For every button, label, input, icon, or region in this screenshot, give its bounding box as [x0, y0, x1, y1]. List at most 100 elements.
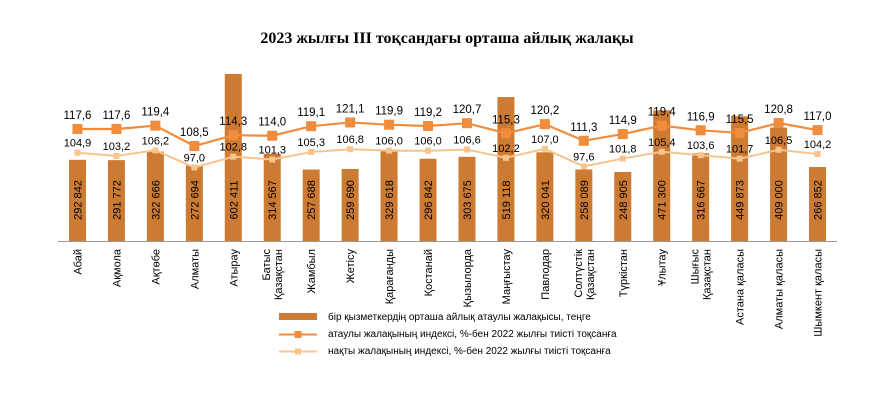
nominal-index-marker [695, 125, 706, 136]
nominal-index-label: 117,6 [64, 110, 92, 122]
category-label: СолтүстікҚазақстан [573, 249, 597, 300]
real-index-label: 102,2 [492, 143, 520, 155]
bar [731, 116, 749, 241]
nominal-index-marker [812, 125, 823, 136]
bar-value-label: 329 618 [384, 180, 396, 220]
real-index-marker [580, 163, 587, 170]
real-index-line [77, 147, 818, 169]
bar-value-label: 409 000 [774, 180, 786, 220]
nominal-index-marker [423, 121, 434, 132]
bar [341, 169, 359, 241]
bar-value-label: 291 772 [111, 180, 123, 220]
nominal-index-label: 114,9 [609, 115, 637, 127]
category-label: Астана қаласы [735, 249, 747, 325]
legend-nominal-swatch [279, 331, 317, 338]
nominal-index-label: 121,1 [336, 103, 365, 115]
bar [653, 110, 671, 241]
nominal-index-marker [345, 117, 356, 128]
nominal-index-label: 108,5 [180, 127, 209, 139]
bar-value-label: 292 842 [72, 180, 84, 220]
bar-value-label: 266 852 [813, 180, 825, 220]
bar-value-label: 296 842 [423, 180, 435, 220]
real-index-label: 104,2 [804, 139, 832, 151]
bar-value-label: 602 411 [228, 181, 240, 220]
real-index-label: 101,7 [726, 144, 754, 156]
category-label: Жетісу [345, 249, 357, 284]
real-index-marker [347, 146, 354, 153]
category-label: Маңғыстау [501, 249, 513, 305]
nominal-index-label: 119,4 [141, 107, 170, 119]
category-label: Абай [72, 249, 84, 275]
real-index-series [74, 145, 821, 171]
real-index-label: 103,6 [687, 140, 715, 152]
bar [146, 151, 164, 241]
real-index-marker [658, 148, 665, 155]
category-label: Ұлытау [657, 249, 669, 286]
nominal-index-label: 119,4 [648, 107, 677, 119]
real-index-label: 105,3 [297, 137, 325, 149]
real-index-label: 106,5 [765, 135, 793, 147]
category-label: Ақтөбе [150, 249, 162, 285]
bar-value-label: 303 675 [462, 180, 474, 220]
real-index-label: 106,2 [142, 135, 170, 147]
nominal-index-marker [578, 135, 589, 146]
bar [380, 149, 398, 241]
legend-real-swatch [279, 348, 317, 355]
real-index-marker [541, 145, 548, 152]
category-label: БатысҚазақстан [261, 249, 285, 300]
category-label: Ақмола [111, 248, 123, 287]
real-index-label: 106,0 [375, 136, 403, 148]
real-index-label: 106,8 [336, 134, 364, 146]
category-label: Шымкент қаласы [813, 249, 825, 337]
bar-value-label: 320 041 [540, 180, 552, 220]
bar [107, 160, 125, 241]
nominal-index-label: 115,3 [492, 114, 520, 126]
nominal-index-label: 116,9 [687, 111, 715, 123]
real-index-marker [269, 156, 276, 163]
nominal-index-label: 117,6 [102, 110, 130, 122]
nominal-index-marker [384, 119, 395, 130]
real-index-label: 105,4 [648, 137, 676, 149]
bar [809, 167, 827, 241]
nominal-index-marker [228, 130, 239, 141]
nominal-index-label: 119,9 [375, 106, 403, 118]
real-index-marker [425, 147, 432, 154]
bar [575, 169, 593, 241]
nominal-index-marker [773, 118, 784, 129]
real-index-label: 103,2 [103, 141, 131, 153]
bar-value-label: 258 089 [579, 180, 591, 220]
nominal-index-label: 120,2 [530, 105, 559, 117]
bar [302, 169, 320, 241]
real-index-marker [619, 155, 626, 162]
category-label: Қызылорда [462, 248, 474, 307]
bar [263, 153, 281, 241]
category-label: ШығысҚазақстан [690, 249, 714, 300]
bar [185, 165, 203, 241]
real-index-label: 104,9 [64, 138, 92, 150]
category-label: Павлодар [540, 249, 552, 300]
bar-value-label: 322 666 [150, 180, 162, 220]
labels-group: 292 842 291 772 322 666 272 694 602 411 314 5… [64, 103, 832, 219]
nominal-index-marker [734, 127, 745, 138]
category-label: Алматы қаласы [774, 249, 786, 329]
bar [692, 153, 710, 241]
real-index-marker [152, 147, 159, 154]
legend-bar-swatch [279, 313, 317, 320]
nominal-index-marker [72, 124, 83, 134]
nominal-index-marker [267, 130, 278, 141]
bar [419, 158, 437, 241]
bar-value-label: 471 300 [657, 180, 669, 220]
real-index-label: 106,0 [414, 136, 442, 148]
real-index-marker [308, 149, 315, 156]
chart-title: 2023 жылғы ІІІ тоқсандағы орташа айлық ж… [260, 30, 634, 47]
nominal-index-label: 111,3 [570, 122, 597, 134]
real-index-marker [775, 146, 782, 153]
nominal-index-label: 114,3 [219, 116, 247, 128]
bar [458, 156, 476, 241]
real-index-label: 102,8 [220, 142, 248, 154]
nominal-index-label: 120,7 [453, 104, 482, 116]
real-index-marker [502, 154, 509, 161]
nominal-index-label: 119,2 [414, 107, 442, 119]
category-label: Жамбыл [306, 249, 318, 293]
nominal-index-label: 117,0 [804, 111, 832, 123]
